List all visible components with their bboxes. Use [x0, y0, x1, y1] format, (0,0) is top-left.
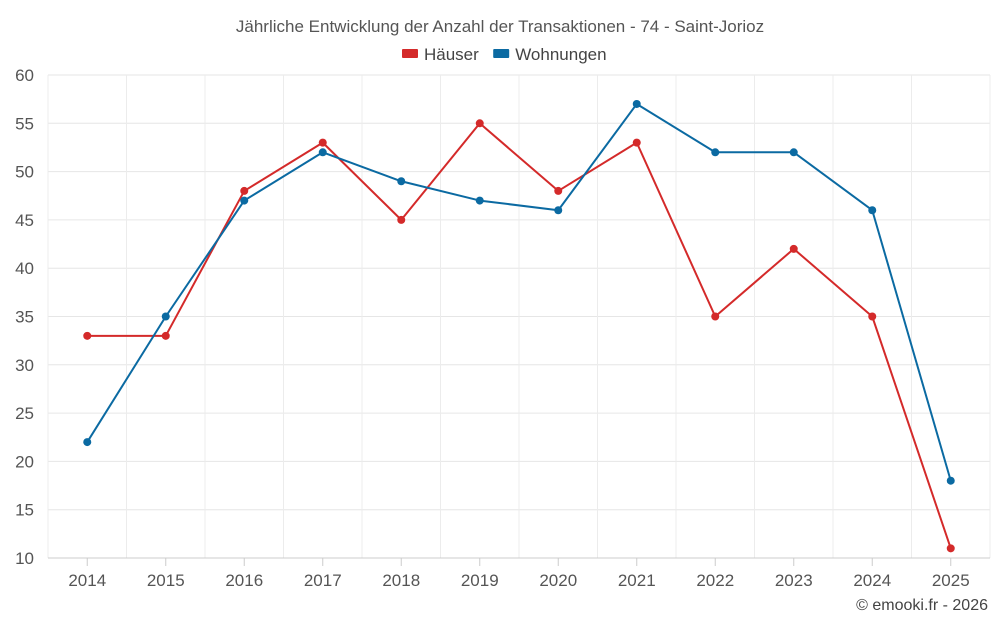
y-tick-label: 30	[15, 356, 34, 375]
data-point[interactable]	[789, 244, 798, 253]
data-point[interactable]	[789, 148, 798, 157]
data-point[interactable]	[397, 215, 406, 224]
credit-text: © emooki.fr - 2026	[856, 597, 988, 614]
data-point[interactable]	[318, 148, 327, 157]
data-point[interactable]	[83, 438, 92, 447]
series-Wohnungen	[83, 99, 955, 485]
x-tick-label: 2016	[225, 571, 263, 590]
grid	[47, 74, 991, 559]
data-point[interactable]	[475, 196, 484, 205]
x-tick-label: 2024	[853, 571, 891, 590]
x-tick-label: 2014	[68, 571, 106, 590]
data-point[interactable]	[554, 206, 563, 215]
legend-item[interactable]: Wohnungen	[493, 45, 607, 64]
data-point[interactable]	[475, 119, 484, 128]
data-point[interactable]	[632, 99, 641, 108]
data-point[interactable]	[554, 186, 563, 195]
series-line	[86, 102, 952, 481]
data-point[interactable]	[161, 312, 170, 321]
data-point[interactable]	[946, 476, 955, 485]
legend-item[interactable]: Häuser	[402, 45, 479, 64]
y-tick-label: 20	[15, 452, 34, 471]
y-tick-label: 60	[15, 66, 34, 85]
series-Häuser	[83, 119, 955, 553]
x-tick-label: 2020	[539, 571, 577, 590]
x-tick-label: 2017	[304, 571, 342, 590]
y-tick-label: 35	[15, 308, 34, 327]
data-point[interactable]	[161, 331, 170, 340]
x-tick-label: 2022	[696, 571, 734, 590]
x-tick-label: 2019	[461, 571, 499, 590]
legend-label: Häuser	[424, 45, 479, 64]
data-point[interactable]	[711, 312, 720, 321]
y-tick-label: 10	[15, 549, 34, 568]
legend-label: Wohnungen	[515, 45, 606, 64]
y-tick-label: 50	[15, 163, 34, 182]
data-point[interactable]	[83, 331, 92, 340]
chart-title: Jährliche Entwicklung der Anzahl der Tra…	[236, 17, 764, 36]
data-point[interactable]	[397, 177, 406, 186]
x-tick-label: 2018	[382, 571, 420, 590]
data-point[interactable]	[868, 206, 877, 215]
data-point[interactable]	[711, 148, 720, 157]
legend-swatch	[493, 49, 510, 58]
series-group	[83, 99, 955, 553]
data-point[interactable]	[318, 138, 327, 147]
data-point[interactable]	[868, 312, 877, 321]
legend-swatch	[402, 49, 418, 58]
series-line	[87, 122, 952, 549]
legend: Häuser Wohnungen	[402, 45, 607, 64]
data-point[interactable]	[240, 186, 249, 195]
x-tick-label: 2021	[618, 571, 656, 590]
y-tick-label: 25	[15, 404, 34, 423]
y-tick-label: 55	[15, 114, 34, 133]
x-tick-label: 2015	[147, 571, 185, 590]
x-tick-label: 2025	[932, 571, 970, 590]
y-tick-label: 45	[15, 211, 34, 230]
data-point[interactable]	[632, 138, 641, 147]
x-tick-label: 2023	[775, 571, 813, 590]
y-tick-label: 40	[15, 259, 34, 278]
data-point[interactable]	[240, 196, 249, 205]
y-tick-label: 15	[15, 501, 34, 520]
data-point[interactable]	[946, 544, 955, 553]
